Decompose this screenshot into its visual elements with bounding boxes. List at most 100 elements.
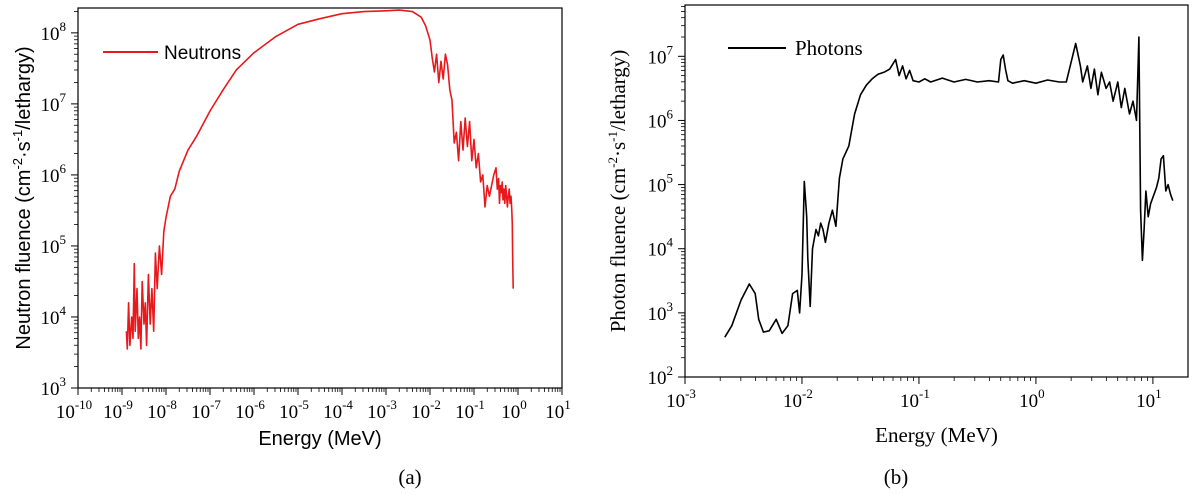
- x-tick-label: 10-6: [235, 397, 265, 423]
- x-tick-base: 10: [367, 402, 386, 423]
- x-axis-title: Energy (MeV): [258, 428, 381, 450]
- x-tick-exponent: -2: [430, 397, 441, 412]
- y-tick-base: 10: [648, 304, 667, 325]
- x-tick-exponent: -1: [474, 397, 485, 412]
- y-tick-base: 10: [41, 166, 60, 187]
- panel-label: (a): [398, 465, 421, 489]
- y-tick-base: 10: [648, 240, 667, 261]
- y-tick-label: 104: [41, 303, 67, 329]
- x-tick-base: 10: [1136, 391, 1155, 412]
- y-tick-exponent: 3: [60, 374, 67, 389]
- x-tick-base: 10: [545, 402, 564, 423]
- x-tick-exponent: 0: [520, 397, 527, 412]
- x-tick-exponent: -4: [342, 397, 353, 412]
- x-tick-label: 10-3: [367, 397, 397, 423]
- x-tick-base: 10: [56, 402, 75, 423]
- x-tick-label: 10-7: [191, 397, 221, 423]
- x-tick-label: 101: [545, 397, 571, 423]
- x-tick-base: 10: [666, 391, 685, 412]
- x-tick-label: 10-9: [103, 397, 133, 423]
- y-tick-label: 102: [648, 363, 674, 389]
- x-tick-label: 10-4: [323, 397, 353, 423]
- series-line-photons: [724, 36, 1174, 338]
- y-axis-title-part: /lethargy): [13, 46, 35, 129]
- y-tick-base: 10: [41, 237, 60, 258]
- y-tick-base: 10: [41, 95, 60, 116]
- y-tick-label: 105: [41, 232, 67, 258]
- y-tick-exponent: 2: [667, 363, 674, 378]
- x-tick-base: 10: [279, 402, 298, 423]
- y-tick-label: 103: [41, 374, 67, 400]
- series-line-neutrons: [125, 9, 514, 350]
- y-axis-title-part: -2: [605, 157, 620, 168]
- panel-label: (b): [884, 465, 909, 489]
- x-tick-label: 100: [1019, 386, 1045, 412]
- x-tick-exponent: 1: [1155, 386, 1162, 401]
- y-axis-title-part: /lethargy): [606, 50, 630, 131]
- x-tick-exponent: 1: [564, 397, 571, 412]
- y-tick-label: 103: [648, 299, 674, 325]
- x-tick-base: 10: [900, 391, 919, 412]
- x-tick-base: 10: [411, 402, 430, 423]
- x-tick-base: 10: [103, 402, 122, 423]
- y-tick-label: 106: [648, 106, 674, 132]
- y-axis-title: Neutron fluence (cm-2·s-1/lethargy): [10, 46, 35, 349]
- x-tick-label: 10-2: [783, 386, 813, 412]
- x-tick-base: 10: [235, 402, 254, 423]
- x-tick-label: 100: [501, 397, 527, 423]
- x-tick-exponent: -1: [919, 386, 930, 401]
- x-tick-exponent: -7: [210, 397, 221, 412]
- y-tick-exponent: 5: [60, 232, 67, 247]
- y-tick-label: 107: [648, 42, 674, 68]
- x-tick-label: 10-5: [279, 397, 309, 423]
- y-tick-exponent: 7: [60, 90, 67, 105]
- y-tick-base: 10: [648, 176, 667, 197]
- y-axis-title-part: -2: [10, 158, 25, 170]
- plot-frame: [77, 7, 563, 389]
- y-tick-base: 10: [41, 24, 60, 45]
- x-tick-label: 10-3: [666, 386, 696, 412]
- x-tick-base: 10: [191, 402, 210, 423]
- y-tick-exponent: 8: [60, 19, 67, 34]
- x-tick-label: 101: [1136, 386, 1162, 412]
- x-tick-base: 10: [783, 391, 802, 412]
- chart-neutrons: 10-10 10-9 10-8 10-7 10-6 10-5 10-4 10-3 10-2 10-…: [10, 7, 571, 489]
- x-tick-base: 10: [1019, 391, 1038, 412]
- y-axis-title-part: ·s: [606, 142, 630, 157]
- y-tick-exponent: 4: [60, 303, 67, 318]
- y-tick-base: 10: [648, 368, 667, 389]
- y-tick-base: 10: [41, 379, 60, 400]
- y-tick-label: 104: [648, 235, 674, 261]
- y-axis-title-part: Photon fluence (cm: [606, 168, 630, 332]
- y-tick-label: 106: [41, 161, 67, 187]
- y-tick-base: 10: [648, 111, 667, 132]
- x-tick-base: 10: [501, 402, 520, 423]
- x-tick-exponent: -6: [254, 397, 265, 412]
- legend-label: Neutrons: [164, 43, 241, 64]
- x-tick-label: 10-2: [411, 397, 441, 423]
- legend-label: Photons: [795, 36, 863, 60]
- x-tick-base: 10: [323, 402, 342, 423]
- x-tick-exponent: -3: [685, 386, 696, 401]
- x-tick-label: 10-10: [56, 397, 92, 423]
- x-tick-exponent: -5: [298, 397, 309, 412]
- x-tick-exponent: -9: [122, 397, 133, 412]
- y-tick-label: 105: [648, 171, 674, 197]
- y-tick-exponent: 6: [60, 161, 67, 176]
- y-axis-title: Photon fluence (cm-2·s-1/lethargy): [605, 50, 630, 333]
- x-tick-base: 10: [147, 402, 166, 423]
- plot-frame: [684, 4, 1189, 378]
- y-tick-exponent: 7: [667, 42, 674, 57]
- y-tick-base: 10: [648, 47, 667, 68]
- x-axis-title: Energy (MeV): [875, 423, 998, 447]
- y-tick-base: 10: [41, 308, 60, 329]
- y-tick-exponent: 5: [667, 171, 674, 186]
- y-tick-exponent: 4: [667, 235, 674, 250]
- x-tick-exponent: -8: [166, 397, 177, 412]
- y-tick-exponent: 6: [667, 106, 674, 121]
- y-axis-title-part: -1: [10, 130, 25, 142]
- y-tick-label: 108: [41, 19, 67, 45]
- y-axis-title-part: -1: [605, 131, 620, 142]
